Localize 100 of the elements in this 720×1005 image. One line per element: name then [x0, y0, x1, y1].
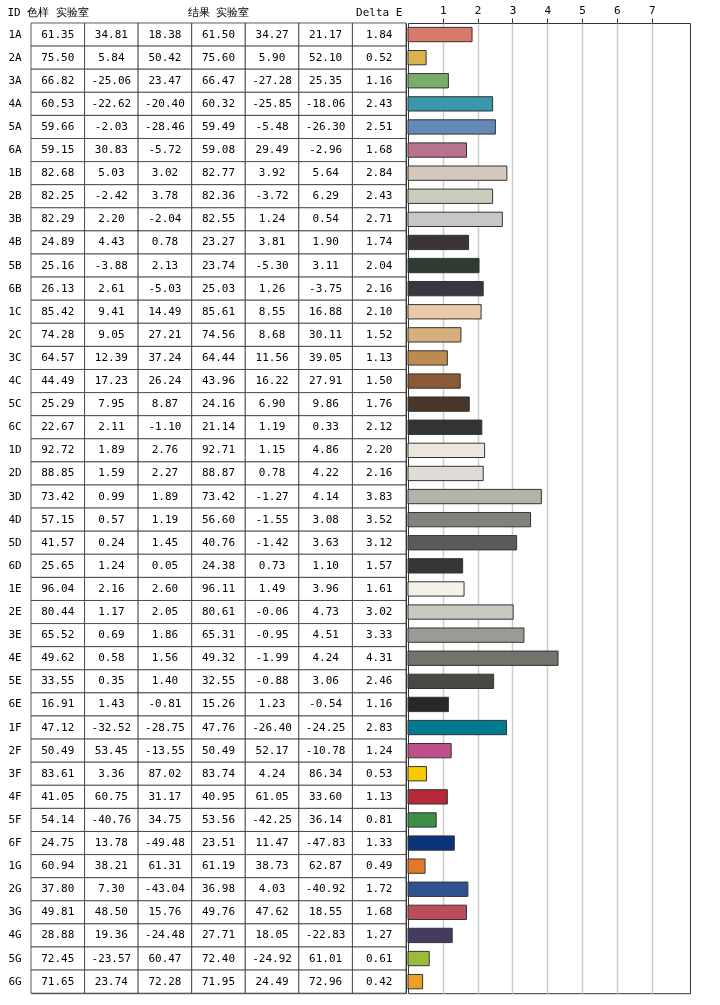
data-label: 1.24: [258, 212, 286, 226]
data-label: 1.56: [151, 651, 179, 665]
data-label: 60.94: [41, 859, 75, 873]
data-label: -18.06: [305, 96, 346, 110]
data-label: 1.84: [365, 27, 393, 41]
data-label: 8.55: [258, 304, 286, 318]
data-label: 23.47: [148, 73, 182, 87]
data-label: 1.86: [151, 628, 179, 642]
data-label: 3.63: [312, 535, 339, 549]
data-label: 0.99: [98, 489, 125, 503]
y-axis-title: ID: [7, 6, 21, 20]
data-label: 37.80: [41, 882, 75, 896]
data-label: 61.19: [201, 859, 236, 873]
data-label: 73.42: [41, 489, 75, 503]
data-label: -27.28: [252, 73, 292, 87]
data-label: 66.82: [41, 73, 75, 87]
data-label: 2.04: [365, 258, 393, 272]
data-label: 41.57: [41, 535, 75, 549]
data-label: 6.90: [258, 397, 286, 411]
data-label: 61.01: [309, 951, 343, 965]
data-label: 5.84: [98, 50, 125, 64]
y-tick-label: 2B: [8, 189, 23, 203]
y-tick-label: 3E: [8, 628, 22, 642]
data-label: 19.36: [94, 928, 128, 942]
data-label: 18.55: [309, 905, 343, 919]
data-label: 2.16: [365, 466, 393, 480]
data-label: 74.28: [41, 327, 75, 341]
data-label: 0.35: [98, 674, 125, 688]
data-label: 43.96: [201, 374, 236, 388]
data-label: 85.61: [201, 304, 236, 318]
data-label: 80.44: [41, 605, 75, 619]
data-label: 3.92: [258, 166, 286, 180]
y-tick-label: 4C: [8, 374, 22, 388]
data-label: 0.69: [98, 628, 125, 642]
data-label: -26.30: [305, 119, 346, 133]
y-tick-label: 5A: [8, 119, 23, 133]
data-label: 27.71: [201, 928, 236, 942]
y-tick-label: 3A: [8, 73, 23, 87]
data-label: 60.75: [94, 789, 128, 803]
y-tick-label: 4D: [8, 512, 22, 526]
x-tick-label: Delta E: [356, 6, 403, 20]
y-tick-label: 5G: [8, 951, 22, 965]
data-label: 7.95: [98, 397, 125, 411]
data-label: -5.48: [255, 119, 289, 133]
data-label: 28.88: [41, 928, 75, 942]
data-label: 2.20: [98, 212, 125, 226]
data-label: 24.75: [41, 836, 75, 850]
data-label: 2.43: [365, 189, 393, 203]
data-label: 64.44: [201, 350, 236, 364]
data-label: 5.03: [98, 166, 125, 180]
data-label: 2.43: [365, 96, 393, 110]
data-label: 3.83: [365, 489, 393, 503]
data-label: -22.83: [305, 928, 346, 942]
data-label: -40.76: [91, 812, 132, 826]
data-label: 73.42: [201, 489, 236, 503]
y-tick-label: 1D: [8, 443, 22, 457]
data-label: 3.36: [98, 766, 125, 780]
data-label: 92.72: [41, 443, 75, 457]
data-label: 29.49: [255, 143, 289, 157]
data-label: 64.57: [41, 350, 75, 364]
x-tick-label: 5: [579, 4, 586, 18]
data-label: 57.15: [41, 512, 75, 526]
data-label: -1.27: [255, 489, 289, 503]
data-label: 16.88: [309, 304, 343, 318]
data-label: 61.50: [201, 27, 236, 41]
data-label: 3.81: [258, 235, 286, 249]
x-tick-label: 1: [440, 4, 447, 18]
data-label: 40.95: [201, 789, 236, 803]
data-label: 0.53: [365, 766, 393, 780]
data-label: 1.23: [258, 697, 286, 711]
data-label: 13.78: [94, 836, 128, 850]
data-label: 75.60: [201, 50, 236, 64]
y-tick-label: 1F: [8, 720, 22, 734]
data-label: 83.61: [41, 766, 75, 780]
data-label: 12.39: [94, 350, 128, 364]
data-label: 1.17: [98, 605, 125, 619]
data-label: 59.66: [41, 119, 75, 133]
data-label: 82.29: [41, 212, 75, 226]
data-label: 2.61: [98, 281, 125, 295]
data-label: 0.42: [365, 974, 393, 988]
data-label: 34.81: [94, 27, 128, 41]
x-tick-label: 3: [509, 4, 517, 18]
y-tick-label: 1E: [8, 581, 22, 595]
data-label: 59.49: [201, 119, 236, 133]
y-tick-label: 4E: [8, 651, 22, 665]
data-label: 61.05: [255, 789, 289, 803]
data-label: 87.02: [148, 766, 182, 780]
data-label: -25.85: [252, 96, 292, 110]
data-label: 96.11: [201, 581, 236, 595]
data-label: 40.76: [201, 535, 236, 549]
data-label: 54.14: [41, 812, 75, 826]
y-tick-label: 2F: [8, 743, 22, 757]
y-tick-label: 4A: [8, 96, 23, 110]
data-label: 5.64: [312, 166, 340, 180]
y-tick-label: 5D: [8, 535, 22, 549]
data-label: 0.58: [98, 651, 125, 665]
data-label: 0.05: [151, 558, 179, 572]
data-label: 60.53: [41, 96, 75, 110]
data-label: 24.38: [201, 558, 236, 572]
data-label: -24.25: [305, 720, 346, 734]
